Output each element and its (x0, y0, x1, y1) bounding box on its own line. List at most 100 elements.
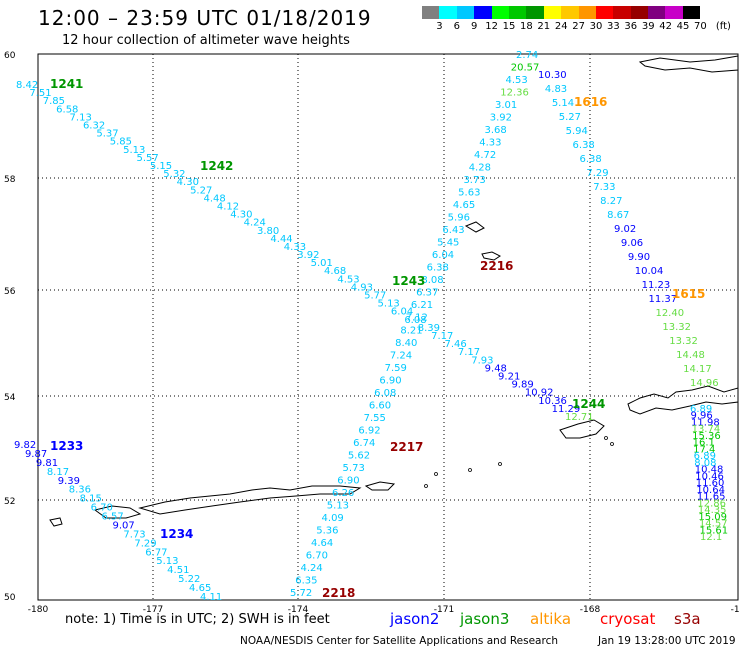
track-1241-value: 9.21 (498, 372, 520, 383)
track-1233-value: 6.70 (91, 503, 113, 514)
track-2216-value: 7.12 (406, 313, 428, 324)
track-2216-value: 7.59 (385, 363, 407, 374)
track-1616-value: 11.23 (642, 280, 671, 291)
track-2216-value: 5.73 (343, 463, 365, 474)
track-2216-value: 7.55 (364, 413, 386, 424)
track-1241-value: 4.24 (244, 218, 266, 229)
track-1616-value: 14.96 (690, 378, 719, 389)
track-1241-value: 5.85 (110, 137, 132, 148)
pass-label-1616: 1616 (574, 95, 607, 109)
coastline (638, 55, 739, 73)
track-1241-value: 7.85 (43, 96, 65, 107)
scale-label-33: 33 (607, 21, 620, 32)
track-1244b-value: 12.86 (697, 498, 726, 509)
track-1241-value: 7.17 (458, 347, 480, 358)
track-2216-value: 5.72 (290, 588, 312, 599)
track-1244b-value: 8.08 (694, 458, 716, 469)
track-1241-value: 4.44 (270, 234, 292, 245)
track-2216-value: 5.45 (437, 238, 459, 249)
track-1241-value: 10.36 (538, 396, 567, 407)
lat-label: 52 (4, 497, 15, 507)
track-1241-value: 6.32 (83, 120, 105, 131)
track-1241-value: 11.29 (552, 404, 581, 415)
scale-label-12: 12 (485, 21, 498, 32)
track-1616-value: 10.30 (538, 70, 567, 81)
track-1233-value: 6.77 (145, 547, 167, 558)
pass-label-1234: 1234 (160, 527, 193, 541)
track-2216-value: 4.28 (469, 163, 491, 174)
track-2216-value: 4.24 (301, 563, 323, 574)
coastline (627, 385, 739, 415)
legend-jason2: jason2 (390, 610, 440, 628)
track-2216-value: 6.21 (411, 300, 433, 311)
track-2216-value: 6.70 (306, 550, 328, 561)
map-frame (37, 53, 739, 601)
track-2216-value: 4.09 (322, 513, 344, 524)
track-2216-value: 6.04 (432, 250, 454, 261)
track-2216-value: 8.40 (395, 338, 417, 349)
track-1241-value: 5.13 (378, 299, 400, 310)
track-1616-value: 6.38 (573, 140, 595, 151)
coastline (138, 485, 362, 515)
scale-swatch-39 (630, 6, 649, 19)
track-1616-value: 5.27 (559, 112, 581, 123)
legend-altika: altika (530, 610, 572, 628)
scale-label-70: 70 (694, 21, 707, 32)
pass-label-2216: 2216 (480, 259, 513, 273)
track-2216-value: 6.74 (353, 438, 375, 449)
track-2216-value: 8.08 (421, 275, 443, 286)
track-2216-value: 6.08 (374, 388, 396, 399)
pass-label-1243: 1243 (392, 274, 425, 288)
track-1244b-value: 6.89 (690, 404, 712, 415)
scale-label-27: 27 (572, 21, 585, 32)
scale-swatch-15 (491, 6, 509, 19)
track-1241-value: 6.04 (391, 307, 413, 318)
track-1241-value: 4.33 (284, 242, 306, 253)
track-1616-value: 8.67 (607, 210, 629, 221)
track-2216-value: 6.90 (337, 475, 359, 486)
track-1616-value: 11.37 (649, 294, 678, 305)
legend-cryosat: cryosat (600, 610, 656, 628)
track-2216-value: 6.26 (332, 488, 354, 499)
track-1241-value: 7.13 (70, 112, 92, 123)
track-1244b-value: 13.74 (692, 424, 721, 435)
track-1233-value: 9.82 (14, 440, 36, 451)
pass-label-1244: 1244 (572, 397, 605, 411)
track-1244b-value: 14.57 (699, 519, 728, 530)
track-1241-value: 8.42 (16, 80, 38, 91)
lon-label: -180 (28, 605, 49, 615)
track-1244b-value: 17.4 (693, 444, 715, 455)
track-2216-value: 4.65 (453, 200, 475, 211)
track-1233-value: 4.51 (167, 565, 189, 576)
scale-swatch-12 (474, 6, 492, 19)
track-1616-value: 9.90 (628, 252, 650, 263)
track-1244b-value: 16.1 (693, 438, 715, 449)
track-2216-value: 6.37 (416, 288, 438, 299)
track-1244b-value: 6.89 (694, 451, 716, 462)
track-2216-value: 4.64 (311, 538, 333, 549)
track-2216-value: 6.90 (379, 375, 401, 386)
track-2216-value: 4.72 (474, 150, 496, 161)
scale-swatch-42 (648, 6, 666, 19)
track-1244b-value: 11.65 (697, 492, 726, 503)
coastline (364, 481, 396, 491)
track-1241-value: 6.08 (404, 315, 426, 326)
credit-org: NOAA/NESDIS Center for Satellite Applica… (240, 635, 558, 647)
track-1233-value: 5.22 (178, 574, 200, 585)
track-1233-value: 5.13 (156, 556, 178, 567)
track-1241-value: 5.77 (364, 291, 386, 302)
track-2216-value: 6.38 (427, 263, 449, 274)
track-1244b-value: 15.09 (698, 512, 727, 523)
track-2216-value: 5.96 (448, 213, 470, 224)
track-1241-value: 5.13 (123, 145, 145, 156)
track-2216-value: 3.68 (484, 125, 506, 136)
track-2216-value: 5.13 (327, 500, 349, 511)
track-1241-value: 5.15 (150, 161, 172, 172)
track-1616-value: 9.06 (621, 238, 643, 249)
island (498, 462, 502, 466)
coastline (559, 419, 605, 439)
scale-label-18: 18 (520, 21, 533, 32)
scale-swatch-3 (422, 6, 440, 19)
pass-label-2218: 2218 (322, 586, 355, 600)
track-2216-value: 8.21 (400, 325, 422, 336)
